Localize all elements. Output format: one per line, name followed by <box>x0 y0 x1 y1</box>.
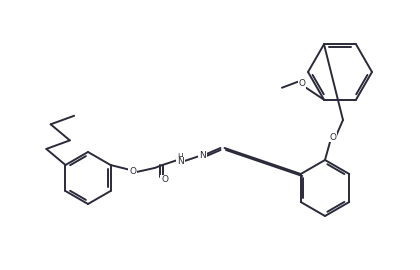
Text: O: O <box>161 176 168 184</box>
Text: N: N <box>199 150 206 160</box>
Text: O: O <box>330 133 336 141</box>
Text: O: O <box>299 79 305 88</box>
Text: N: N <box>177 157 184 167</box>
Text: H: H <box>178 153 184 161</box>
Text: O: O <box>129 167 136 176</box>
